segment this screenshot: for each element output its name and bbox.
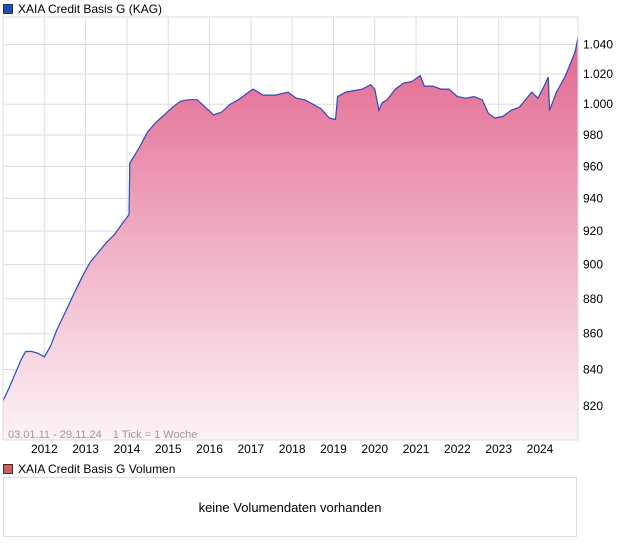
y-tick-label: 1.040	[583, 38, 613, 52]
y-tick-label: 920	[583, 224, 603, 238]
y-tick-label: 880	[583, 292, 603, 306]
volume-panel: keine Volumendaten vorhanden	[3, 477, 577, 537]
x-tick-label: 2023	[485, 442, 512, 456]
date-range-label: 03.01.11 - 29.11.24	[8, 429, 102, 441]
no-volume-message: keine Volumendaten vorhanden	[198, 499, 382, 515]
x-tick-label: 2012	[31, 442, 58, 456]
x-tick-label: 2018	[279, 442, 306, 456]
x-tick-label: 2016	[196, 442, 223, 456]
price-chart: 820 840 860 880 900 920 940 960 980 1.000 1.020 1.0…	[2, 16, 613, 456]
y-tick-label: 860	[583, 327, 603, 341]
plot-frame	[2, 16, 579, 441]
legend-volume-label: XAIA Credit Basis G Volumen	[18, 462, 176, 476]
y-tick-label: 1.000	[583, 97, 613, 111]
legend-volume: XAIA Credit Basis G Volumen	[3, 462, 175, 476]
y-tick-label: 1.020	[583, 67, 613, 81]
y-tick-label: 940	[583, 191, 603, 205]
svg-text:03.01.11 - 29.11.24 1 Tick: 03.01.11 - 29.11.24 1 Tick = 1 Woche	[8, 429, 197, 441]
x-tick-label: 2021	[403, 442, 430, 456]
x-tick-label: 2017	[237, 442, 264, 456]
x-tick-label: 2014	[114, 442, 141, 456]
tick-info-label: 1 Tick = 1 Woche	[113, 429, 197, 441]
legend-main: XAIA Credit Basis G (KAG)	[3, 2, 162, 16]
x-tick-label: 2022	[444, 442, 471, 456]
legend-volume-swatch	[3, 464, 13, 474]
legend-main-swatch	[3, 4, 13, 14]
x-tick-label: 2015	[155, 442, 182, 456]
price-line	[2, 37, 579, 401]
legend-main-label: XAIA Credit Basis G (KAG)	[18, 2, 163, 16]
x-tick-label: 2020	[361, 442, 388, 456]
x-tick-label: 2024	[527, 442, 554, 456]
y-tick-label: 960	[583, 159, 603, 173]
y-tick-label: 820	[583, 399, 603, 413]
price-area	[3, 37, 578, 441]
y-tick-label: 900	[583, 258, 603, 272]
y-tick-label: 840	[583, 363, 603, 377]
y-tick-label: 980	[583, 128, 603, 142]
x-tick-label: 2013	[72, 442, 99, 456]
x-tick-label: 2019	[320, 442, 347, 456]
